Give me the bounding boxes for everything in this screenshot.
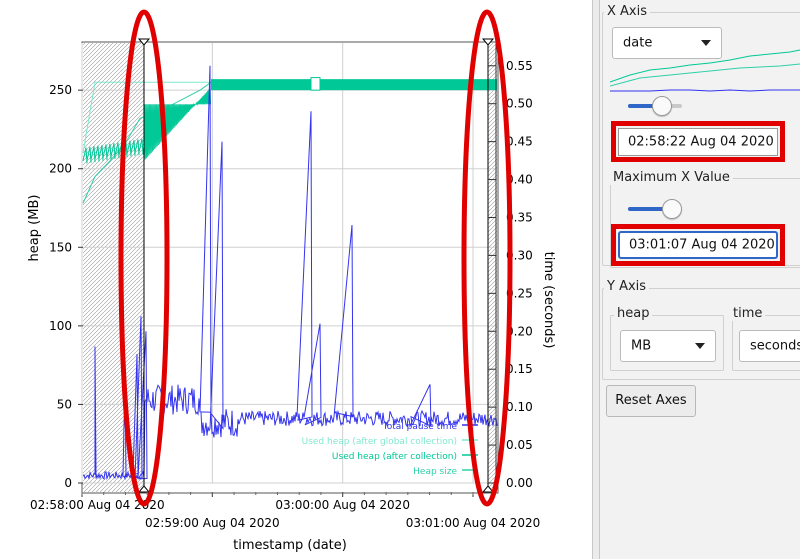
annotation-box-max [611, 224, 785, 266]
y-right-tick-label: 0.40 [506, 173, 533, 187]
series-used-heap-gap [310, 77, 321, 91]
y-right-tick-label: 0.45 [506, 135, 533, 149]
x-max-slider[interactable] [628, 198, 682, 220]
x-axis-type-select[interactable]: date [612, 27, 722, 59]
y-left-tick-label: 50 [57, 397, 72, 411]
y-right-tick-label: 0.15 [506, 362, 533, 376]
annotation-box-min [611, 121, 785, 162]
legend-label: Used heap (after global collection) [302, 437, 457, 447]
series-used-heap-early [82, 138, 148, 164]
heap-unit-group [610, 315, 724, 371]
y-right-tick-label: 0.05 [506, 438, 533, 452]
x-range-overview-chart[interactable] [610, 42, 800, 92]
legend-label: Heap size [413, 467, 457, 477]
x-tick-label: 03:01:00 Aug 04 2020 [406, 516, 541, 530]
y-right-tick-label: 0.55 [506, 59, 533, 73]
y-right-tick-label: 0.35 [506, 210, 533, 224]
y-right-tick-label: 0.50 [506, 97, 533, 111]
heap-unit-value: MB [631, 338, 652, 354]
annotation-ellipse-left [118, 9, 170, 507]
x-max-value-field[interactable]: 03:01:07 Aug 04 2020 [618, 231, 778, 259]
x-axis-type-value: date [623, 35, 653, 51]
x-min-slider-thumb[interactable] [652, 96, 672, 116]
gc-chart: 0 50 100 150 200 250 0.00 0.05 0.10 0.15 0.20 0.25 0… [27, 9, 556, 553]
y-left-tick-label: 150 [49, 240, 72, 254]
x-max-value-text: 03:01:07 Aug 04 2020 [629, 237, 775, 253]
time-unit-select[interactable]: seconds [739, 330, 800, 362]
legend-label: Used heap (after collection) [332, 452, 457, 462]
y-axis-group [602, 288, 800, 380]
y-axis-group-title: Y Axis [604, 279, 650, 294]
max-range-bottom-handle[interactable] [481, 485, 495, 493]
chevron-down-icon [701, 40, 711, 46]
y-right-tick-label: 0.00 [506, 476, 533, 490]
y-left-tick-label: 100 [49, 319, 72, 333]
series-used-heap-global [82, 81, 210, 154]
y-right-axis-title: time (seconds) [541, 252, 556, 349]
y-right-tick-label: 0.10 [506, 400, 533, 414]
y-left-axis-title: heap (MB) [27, 195, 42, 262]
panel-splitter[interactable] [592, 0, 600, 559]
y-left-tick-label: 250 [49, 83, 72, 97]
series-total-pause-time [82, 65, 498, 481]
x-tick-label: 03:00:00 Aug 04 2020 [275, 498, 410, 512]
x-max-slider-thumb[interactable] [662, 199, 682, 219]
right-excluded-region [488, 43, 497, 492]
series-used-heap-band [211, 79, 497, 91]
heap-unit-title: heap [614, 306, 653, 321]
reset-axes-button[interactable]: Reset Axes [606, 385, 696, 417]
left-excluded-region [83, 43, 144, 492]
min-range-top-handle[interactable] [137, 38, 151, 46]
heap-unit-select[interactable]: MB [620, 330, 716, 362]
legend-label: Total pause time [382, 422, 458, 432]
annotation-ellipse-right [461, 9, 513, 507]
x-min-value-text: 02:58:22 Aug 04 2020 [628, 134, 774, 150]
x-axis-group-title: X Axis [604, 4, 651, 19]
x-max-title: Maximum X Value [610, 170, 733, 185]
axis-settings-panel: X Axis date 02:58:22 Aug 04 2020 Maximum… [600, 0, 800, 559]
x-min-value-field[interactable]: 02:58:22 Aug 04 2020 [618, 128, 778, 156]
time-unit-title: time [730, 306, 766, 321]
y-right-tick-label: 0.30 [506, 248, 533, 262]
axis-layer: 0 50 100 150 200 250 0.00 0.05 0.10 0.15 0.20 0.25 0… [30, 43, 540, 530]
min-range-bottom-handle[interactable] [137, 485, 151, 493]
series-heap-size [82, 81, 497, 204]
y-right-tick-label: 0.25 [506, 286, 533, 300]
x-tick-label: 02:58:00 Aug 04 2020 [30, 498, 165, 512]
time-unit-value: seconds [750, 338, 800, 354]
x-tick-label: 02:59:00 Aug 04 2020 [145, 516, 280, 530]
y-left-tick-label: 200 [49, 162, 72, 176]
y-left-tick-label: 0 [64, 476, 72, 490]
chevron-down-icon [695, 343, 705, 349]
x-min-slider[interactable] [628, 95, 682, 117]
series-used-heap-sawtooth [143, 88, 212, 161]
y-right-tick-label: 0.20 [506, 324, 533, 338]
chart-area: 0 50 100 150 200 250 0.00 0.05 0.10 0.15 0.20 0.25 0… [27, 9, 556, 553]
time-unit-group [732, 315, 800, 371]
max-range-top-handle[interactable] [481, 38, 495, 46]
series-layer [82, 65, 498, 481]
x-axis-title: timestamp (date) [233, 538, 347, 553]
